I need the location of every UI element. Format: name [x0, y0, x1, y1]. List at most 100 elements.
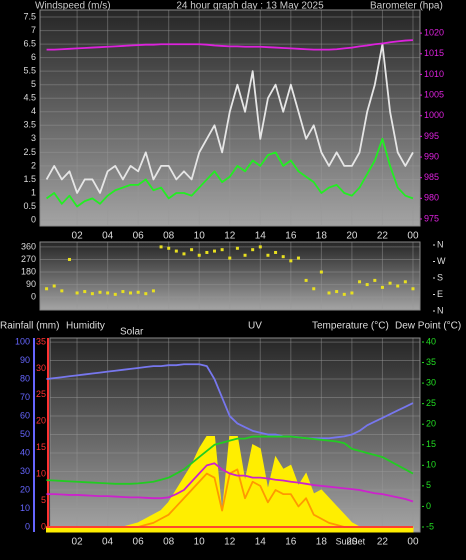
- direction-dot: [274, 250, 278, 254]
- y2-tick-label: 40: [426, 336, 436, 346]
- direction-dot: [342, 292, 346, 296]
- y3-tick-label: 10: [36, 469, 46, 479]
- y-tick-label: 4: [31, 106, 36, 116]
- direction-dot: [266, 253, 270, 257]
- y2-tick-label: N: [437, 239, 444, 249]
- direction-dot: [197, 253, 201, 257]
- y2-tick-label: 990: [424, 151, 439, 161]
- y-tick-label: 1: [31, 187, 36, 197]
- y2-tick-label: W: [437, 256, 446, 266]
- direction-dot: [319, 270, 323, 274]
- y2-tick-label: 995: [424, 131, 439, 141]
- x-tick-label: 12: [224, 231, 236, 242]
- y2-tick-label: S: [437, 272, 443, 282]
- y-tick-label: 10: [20, 503, 30, 513]
- y2-tick-label: 10: [426, 460, 436, 470]
- direction-dot: [365, 283, 369, 287]
- y-tick-label: 270: [21, 254, 36, 264]
- temperature-label: Temperature (°C): [312, 321, 389, 332]
- x-tick-label: 20: [346, 231, 358, 242]
- y3-tick-label: 20: [36, 416, 46, 426]
- y-tick-label: 6: [31, 52, 36, 62]
- direction-dot: [220, 248, 224, 252]
- chart-title: 24 hour graph day : 13 May 2025: [176, 1, 324, 12]
- y-tick-label: 50: [20, 429, 30, 439]
- direction-dot: [52, 284, 56, 288]
- y2-axis-label: Barometer (hpa): [370, 1, 443, 12]
- y-tick-label: 90: [20, 355, 30, 365]
- y2-tick-label: 20: [426, 419, 436, 429]
- direction-dot: [205, 250, 209, 254]
- x-tick-label: 18: [316, 231, 328, 242]
- y-tick-label: 1.5: [23, 174, 36, 184]
- direction-dot: [350, 291, 354, 295]
- y-tick-label: 360: [21, 241, 36, 251]
- x-tick-label: 08: [163, 231, 175, 242]
- direction-dot: [174, 249, 178, 253]
- direction-dot: [151, 289, 155, 293]
- series-line: [45, 43, 414, 194]
- direction-dot: [327, 291, 331, 295]
- direction-dot: [251, 248, 255, 252]
- direction-dot: [113, 292, 117, 296]
- x-tick-label: 16: [285, 231, 297, 242]
- direction-dot: [335, 290, 339, 294]
- direction-dot: [281, 255, 285, 259]
- y2-tick-label: 980: [424, 193, 439, 203]
- y-tick-label: 20: [20, 484, 30, 494]
- y2-tick-label: -5: [426, 521, 434, 531]
- y2-tick-label: E: [437, 289, 443, 299]
- direction-dot: [167, 246, 171, 250]
- series-line: [46, 435, 414, 485]
- x-tick-label: 04: [102, 231, 114, 242]
- direction-dot: [296, 256, 300, 260]
- direction-dot: [289, 259, 293, 263]
- y2-tick-label: 1005: [424, 89, 444, 99]
- x-tick-label: 20: [346, 537, 358, 548]
- dew-point-label: Dew Point (°C): [395, 321, 461, 332]
- y2-tick-label: N: [437, 305, 444, 315]
- y2-tick-label: 1020: [424, 28, 444, 38]
- direction-dot: [388, 281, 392, 285]
- direction-dot: [75, 291, 79, 295]
- direction-dot: [312, 287, 316, 291]
- series-line: [46, 462, 414, 503]
- direction-dot: [182, 252, 186, 256]
- direction-dot: [358, 280, 362, 284]
- direction-dot: [403, 280, 407, 284]
- y2-tick-label: 5: [426, 480, 431, 490]
- direction-dot: [98, 290, 102, 294]
- direction-dot: [83, 290, 87, 294]
- x-tick-label: 12: [224, 537, 236, 548]
- direction-dot: [411, 287, 415, 291]
- y-tick-label: 70: [20, 392, 30, 402]
- direction-dot: [67, 257, 71, 261]
- y-tick-label: 2.5: [23, 147, 36, 157]
- plot-area: [39, 241, 421, 311]
- y-tick-label: 30: [20, 466, 30, 476]
- x-tick-label: 22: [377, 231, 389, 242]
- y3-tick-label: 5: [41, 495, 46, 505]
- x-tick-label: 08: [163, 537, 175, 548]
- direction-dot: [129, 291, 133, 295]
- solar-label: Solar: [120, 327, 144, 338]
- rain-label: Rainfall (mm): [0, 321, 59, 332]
- y2-tick-label: 0: [426, 501, 431, 511]
- direction-dot: [258, 245, 262, 249]
- y-tick-label: 7: [31, 25, 36, 35]
- series-line: [46, 137, 414, 208]
- x-tick-label: 14: [255, 231, 267, 242]
- x-tick-label: 22: [377, 537, 389, 548]
- direction-dot: [213, 249, 217, 253]
- y2-tick-label: 985: [424, 172, 439, 182]
- x-tick-label: 16: [285, 537, 297, 548]
- y-tick-label: 80: [20, 373, 30, 383]
- y-tick-label: 60: [20, 410, 30, 420]
- direction-dot: [396, 284, 400, 288]
- y-tick-label: 0: [31, 292, 36, 302]
- x-tick-label: 00: [407, 537, 419, 548]
- x-tick-label: 02: [71, 537, 83, 548]
- y-tick-label: 3: [31, 133, 36, 143]
- y-tick-label: 6.5: [23, 38, 36, 48]
- direction-dot: [60, 289, 64, 293]
